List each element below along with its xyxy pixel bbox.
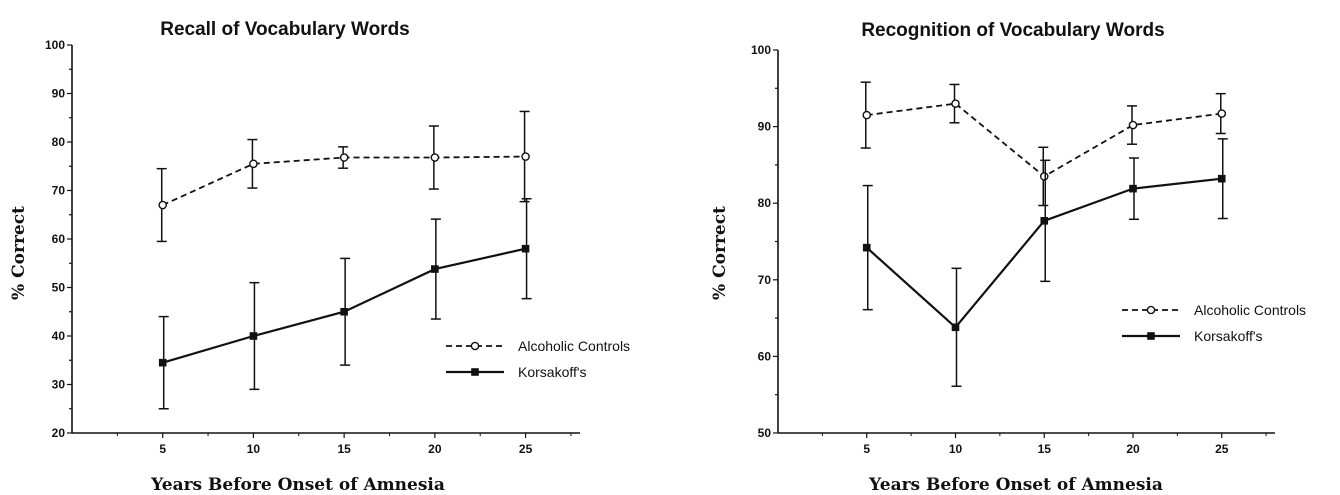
x-tick-label: 10 xyxy=(247,442,261,456)
data-point-marker xyxy=(862,243,871,252)
x-tick-label: 5 xyxy=(863,442,870,456)
x-tick-label: 5 xyxy=(159,442,166,456)
data-point-marker xyxy=(339,153,349,162)
x-tick-label: 15 xyxy=(1038,442,1052,456)
series-line xyxy=(162,155,526,206)
data-point-marker xyxy=(430,153,440,162)
y-tick-label: 30 xyxy=(52,378,66,392)
recall-chart: Recall of Vocabulary Words Years Before … xyxy=(9,19,630,495)
chart-title: Recognition of Vocabulary Words xyxy=(861,20,1164,41)
data-point-marker xyxy=(431,265,439,273)
series-alcoholic-controls xyxy=(156,110,530,243)
y-tick-label: 70 xyxy=(758,273,772,287)
y-tick-label: 40 xyxy=(52,329,66,343)
y-tick-label: 50 xyxy=(758,426,772,440)
series-line xyxy=(866,177,1222,329)
series-line xyxy=(866,102,1222,178)
data-point-marker xyxy=(158,200,168,210)
y-tick-label: 100 xyxy=(45,38,65,52)
y-axis-label: % Correct xyxy=(9,206,29,300)
legend-marker xyxy=(1146,305,1156,315)
y-tick-label: 60 xyxy=(52,232,66,246)
chart-title: Recall of Vocabulary Words xyxy=(160,19,410,40)
data-point-marker xyxy=(249,332,258,340)
legend-marker xyxy=(470,341,480,351)
legend-label: Korsakoff's xyxy=(1194,328,1263,344)
x-axis-label: Years Before Onset of Amnesia xyxy=(150,475,445,495)
legend-marker xyxy=(471,368,479,376)
y-tick-label: 60 xyxy=(758,349,772,363)
data-point-marker xyxy=(1128,120,1138,130)
legend-label: Korsakoff's xyxy=(518,364,587,380)
x-tick-label: 15 xyxy=(337,442,351,456)
series-alcoholic-controls xyxy=(860,81,1227,207)
y-tick-label: 20 xyxy=(52,426,66,440)
legend-marker xyxy=(1147,332,1155,340)
data-point-marker xyxy=(340,307,348,316)
x-tick-label: 25 xyxy=(519,442,533,456)
legend-label: Alcoholic Controls xyxy=(1194,302,1306,318)
data-point-marker xyxy=(1217,174,1226,183)
y-tick-label: 50 xyxy=(52,281,66,295)
series-korsakoffs xyxy=(862,138,1228,388)
y-tick-label: 100 xyxy=(751,43,771,57)
data-point-marker xyxy=(1039,172,1049,181)
data-point-marker xyxy=(521,152,530,161)
legend-label: Alcoholic Controls xyxy=(518,338,630,354)
data-point-marker xyxy=(862,110,872,120)
data-point-marker xyxy=(1129,184,1137,193)
data-point-marker xyxy=(951,99,960,108)
x-axis-label: Years Before Onset of Amnesia xyxy=(868,475,1163,495)
x-tick-label: 20 xyxy=(1126,442,1140,456)
x-tick-label: 20 xyxy=(428,442,442,456)
data-point-marker xyxy=(521,244,530,253)
x-tick-label: 25 xyxy=(1215,442,1229,456)
series-korsakoffs xyxy=(158,197,532,410)
y-tick-label: 70 xyxy=(52,184,66,198)
data-point-marker xyxy=(1040,217,1049,225)
data-point-marker xyxy=(1217,109,1227,118)
x-tick-label: 10 xyxy=(949,442,963,456)
recognition-chart: Recognition of Vocabulary Words Years Be… xyxy=(710,20,1306,495)
data-point-marker xyxy=(158,358,167,367)
y-tick-label: 80 xyxy=(758,196,772,210)
y-tick-label: 90 xyxy=(758,120,772,134)
y-tick-label: 80 xyxy=(52,135,66,149)
y-tick-label: 90 xyxy=(52,87,66,101)
y-axis-label: % Correct xyxy=(710,206,730,300)
legend: Alcoholic Controls Korsakoff's xyxy=(446,338,630,380)
data-point-marker xyxy=(951,323,960,332)
legend: Alcoholic Controls Korsakoff's xyxy=(1122,302,1306,344)
data-point-marker xyxy=(249,159,258,169)
